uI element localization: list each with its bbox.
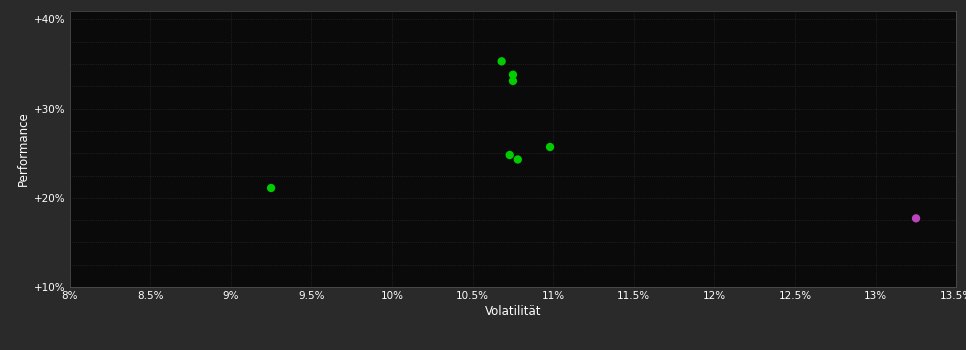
Point (505, 72, 521, 77)
X-axis label: Volatilität: Volatilität (485, 305, 541, 318)
Point (505, 78, 521, 84)
Y-axis label: Performance: Performance (16, 111, 30, 186)
Point (264, 185, 279, 191)
Point (494, 58, 509, 64)
Point (510, 157, 526, 162)
Point (542, 144, 557, 150)
Point (908, 216, 923, 221)
Point (502, 152, 518, 158)
